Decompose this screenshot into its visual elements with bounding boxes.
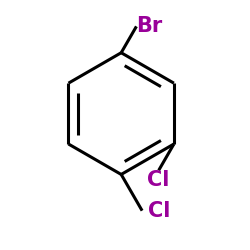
- Text: Cl: Cl: [148, 170, 170, 190]
- Text: Br: Br: [136, 16, 163, 36]
- Text: Cl: Cl: [148, 201, 170, 221]
